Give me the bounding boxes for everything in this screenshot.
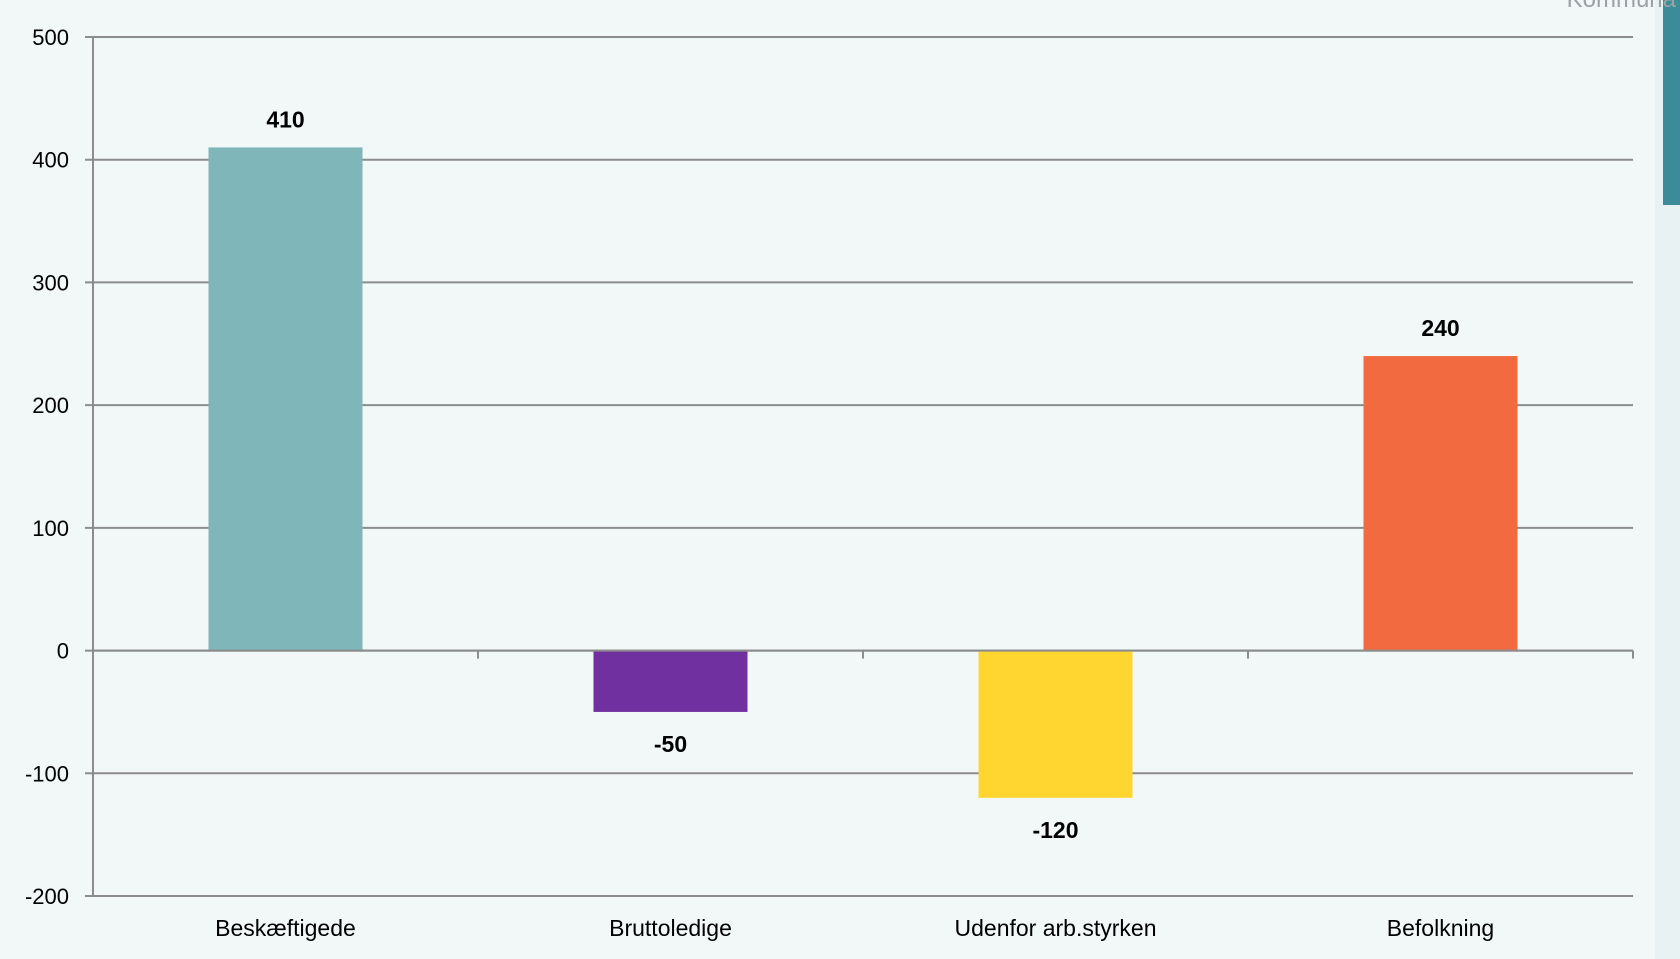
y-tick-label: 300 xyxy=(32,270,69,295)
data-label: -50 xyxy=(654,731,687,757)
category-label: Udenfor arb.styrken xyxy=(955,915,1157,941)
data-label: 410 xyxy=(266,106,304,132)
y-tick-label: -100 xyxy=(25,761,69,786)
data-label: -120 xyxy=(1032,817,1078,843)
bar-3 xyxy=(1363,356,1518,651)
y-tick-label: 100 xyxy=(32,516,69,541)
corner-text: Kommuna xyxy=(1567,0,1676,14)
y-tick-label: 0 xyxy=(57,639,69,664)
axes xyxy=(92,37,1634,896)
labels: -200 -100 0 100 200 300 400 500 410 Beskæftigede -… xyxy=(25,25,1494,941)
y-tick-label: 400 xyxy=(32,148,69,173)
y-tick-label: -200 xyxy=(25,884,69,909)
bar-2 xyxy=(978,650,1133,798)
y-tick-label: 200 xyxy=(32,393,69,418)
right-edge-accent xyxy=(1663,0,1680,205)
data-label: 240 xyxy=(1421,315,1459,341)
bar-0 xyxy=(208,147,363,651)
bar-1 xyxy=(593,650,748,712)
category-label: Bruttoledige xyxy=(609,915,732,941)
y-tick-label: 500 xyxy=(32,25,69,50)
category-label: Befolkning xyxy=(1387,915,1494,941)
bars xyxy=(208,147,1518,798)
category-label: Beskæftigede xyxy=(215,915,356,941)
